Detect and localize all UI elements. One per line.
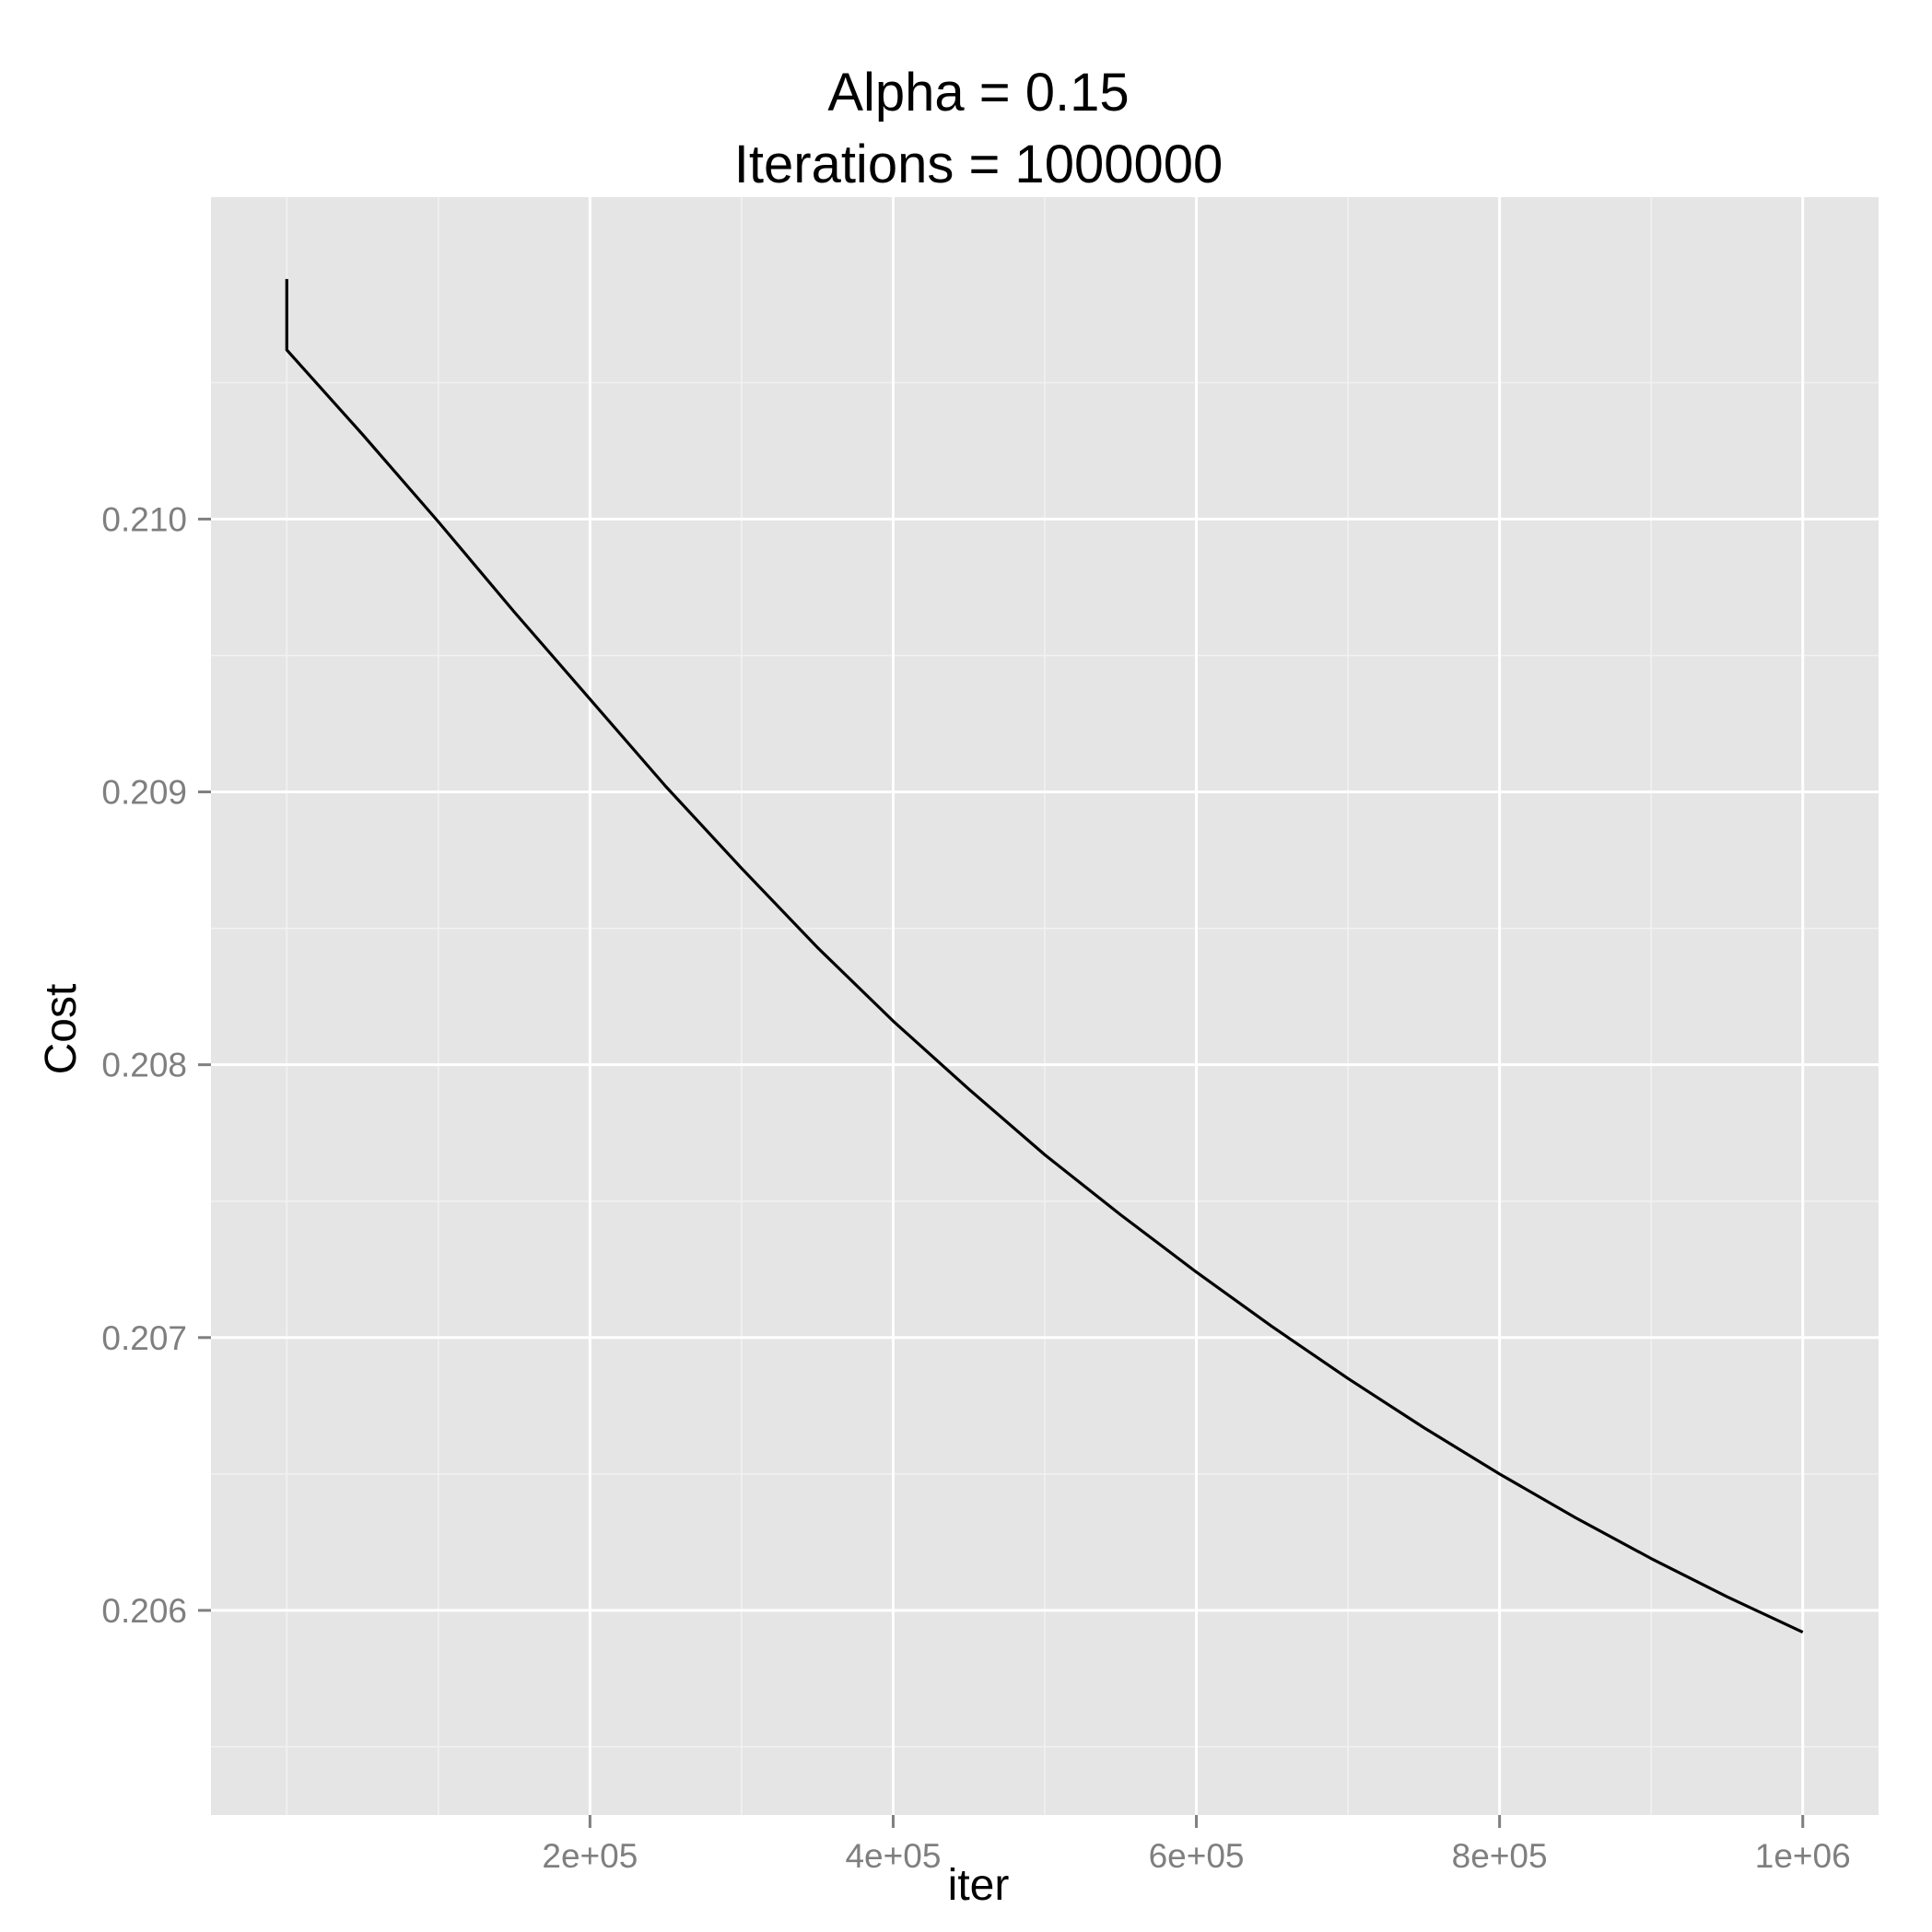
chart-subtitle: Iterations = 1000000 <box>734 135 1223 194</box>
x-tick-label: 8e+05 <box>1452 1837 1548 1875</box>
y-tick-label: 0.209 <box>101 774 187 812</box>
x-tick-label: 1e+06 <box>1755 1837 1851 1875</box>
data-series <box>285 278 1804 1634</box>
minor-gridlines <box>211 197 1879 1815</box>
x-axis: 2e+05 4e+05 6e+05 8e+05 1e+06 <box>542 1815 1851 1875</box>
y-tick-label: 0.210 <box>101 500 187 538</box>
x-tick-label: 6e+05 <box>1149 1837 1245 1875</box>
x-tick-label: 4e+05 <box>845 1837 941 1875</box>
series-line-0 <box>285 278 1804 1634</box>
y-tick-label: 0.208 <box>101 1047 187 1084</box>
y-axis-title: Cost <box>37 984 86 1075</box>
y-axis: 0.206 0.207 0.208 0.209 0.210 <box>101 500 211 1630</box>
major-gridlines <box>211 197 1879 1815</box>
x-axis-title: iter <box>948 1861 1010 1910</box>
y-tick-label: 0.206 <box>101 1592 187 1630</box>
y-tick-label: 0.207 <box>101 1319 187 1357</box>
x-tick-label: 2e+05 <box>542 1837 638 1875</box>
chart-title: Alpha = 0.15 <box>827 63 1129 123</box>
